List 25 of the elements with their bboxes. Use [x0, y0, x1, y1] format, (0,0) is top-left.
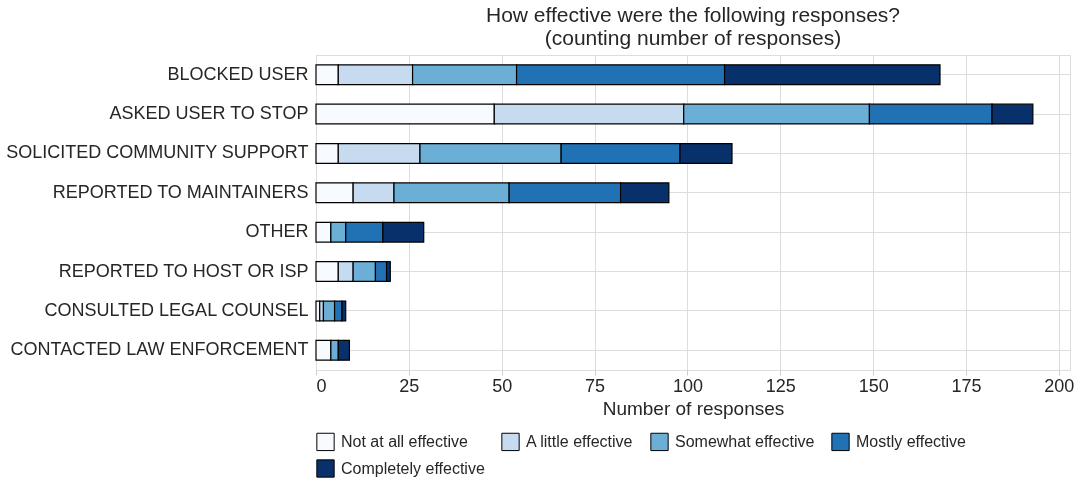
x-tick-label: 100	[672, 375, 703, 396]
x-tick-label: 125	[765, 375, 796, 396]
y-tick-label: OTHER	[245, 221, 309, 242]
x-tick-label: 25	[399, 375, 420, 396]
legend-label: Mostly effective	[856, 432, 967, 450]
x-tick-label: 200	[1044, 375, 1075, 396]
y-tick-label: REPORTED TO MAINTAINERS	[52, 181, 309, 202]
legend-label: Not at all effective	[341, 432, 468, 450]
x-tick-label: 0	[316, 375, 327, 396]
y-tick-label: SOLICITED COMMUNITY SUPPORT	[6, 142, 309, 163]
x-tick-label: 175	[951, 375, 982, 396]
x-tick-label: 75	[585, 375, 606, 396]
legend-label: A little effective	[526, 432, 633, 450]
chart-title: How effective were the following responses?	[485, 3, 901, 26]
x-tick-label: 150	[858, 375, 889, 396]
legend-label: Completely effective	[341, 459, 485, 477]
x-axis-title: Number of responses	[602, 397, 785, 419]
y-tick-label: REPORTED TO HOST OR ISP	[58, 260, 309, 281]
x-tick-label: 50	[492, 375, 513, 396]
y-tick-label: CONSULTED LEGAL COUNSEL	[44, 299, 309, 320]
chart-subtitle: (counting number of responses)	[544, 26, 842, 49]
y-tick-label: BLOCKED USER	[167, 63, 309, 84]
legend-label: Somewhat effective	[675, 432, 815, 450]
y-tick-label: ASKED USER TO STOP	[109, 103, 309, 124]
y-tick-label: CONTACTED LAW ENFORCEMENT	[10, 339, 309, 360]
